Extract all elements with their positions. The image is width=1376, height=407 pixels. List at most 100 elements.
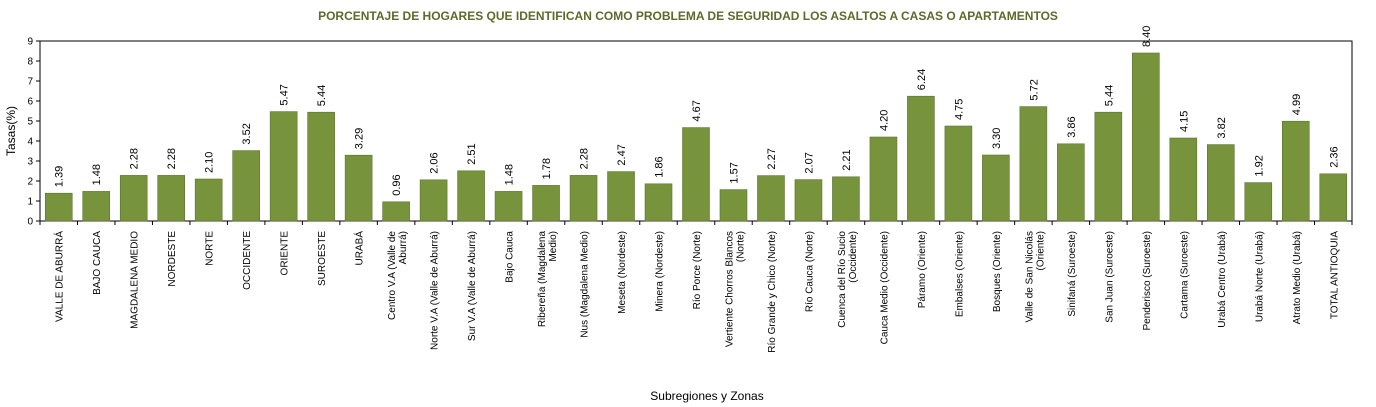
bar xyxy=(344,154,373,222)
data-label: 3.82 xyxy=(1216,117,1228,138)
category-label: NORTE xyxy=(205,231,216,266)
bar xyxy=(1132,52,1160,222)
bar xyxy=(757,175,785,222)
data-label: 1.48 xyxy=(504,164,516,185)
bar xyxy=(682,127,710,222)
bar xyxy=(307,111,335,222)
data-label: 2.06 xyxy=(429,152,441,173)
category-label: Cuenca del Río Sucio(Occidente) xyxy=(837,231,859,328)
bar xyxy=(644,183,673,222)
bar xyxy=(44,192,73,222)
category-label: ORIENTE xyxy=(280,231,291,276)
data-label: 1.86 xyxy=(654,156,666,177)
category-label: Minera (Nordeste) xyxy=(655,231,666,312)
bar xyxy=(494,191,523,222)
y-tick-label: 8 xyxy=(27,57,33,68)
category-label: Sur V.A (Valle de Aburrá) xyxy=(467,231,478,341)
data-label: 2.07 xyxy=(803,152,815,173)
data-label: 2.28 xyxy=(579,148,591,169)
data-label: 2.10 xyxy=(204,152,216,173)
bar xyxy=(1057,143,1085,222)
bar xyxy=(569,175,598,222)
chart-title: PORCENTAJE DE HOGARES QUE IDENTIFICAN CO… xyxy=(318,9,1058,23)
category-label: Atrato Medio (Urabá) xyxy=(1292,231,1303,324)
data-label: 5.44 xyxy=(1103,85,1115,106)
category-label: TOTAL ANTIOQUIA xyxy=(1329,231,1340,319)
data-label: 2.27 xyxy=(766,148,778,169)
category-label: Nus (Magdalena Medio) xyxy=(580,231,591,338)
data-label: 2.36 xyxy=(1328,146,1340,167)
data-label: 1.48 xyxy=(91,164,103,185)
bar xyxy=(832,176,860,222)
bar xyxy=(82,191,111,222)
category-label: BAJO CAUCA xyxy=(92,231,103,295)
category-label: Valle de San Nicolás(Oriente) xyxy=(1024,231,1046,323)
bar xyxy=(944,125,973,222)
bar xyxy=(269,111,298,222)
data-label: 3.52 xyxy=(241,123,253,144)
y-tick-label: 2 xyxy=(27,177,33,188)
y-tick-label: 4 xyxy=(27,137,33,148)
bar xyxy=(119,175,148,222)
category-label: Embalses (Oriente) xyxy=(954,231,965,317)
bar xyxy=(1019,106,1048,222)
category-label: NORDESTE xyxy=(167,231,178,287)
bar xyxy=(1319,173,1348,222)
bar xyxy=(1281,120,1310,222)
bar xyxy=(719,189,748,222)
data-label: 1.92 xyxy=(1253,155,1265,176)
bar xyxy=(532,185,560,222)
bar xyxy=(382,201,410,222)
y-tick-label: 0 xyxy=(27,217,33,228)
category-label: OCCIDENTE xyxy=(242,231,253,290)
category-label: Cauca Medio (Occidente) xyxy=(879,231,890,344)
bar xyxy=(1244,182,1273,222)
data-label: 4.20 xyxy=(878,110,890,131)
category-label: Bajo Cauca xyxy=(505,231,516,283)
category-label: VALLE DE ABURRÁ xyxy=(53,231,66,322)
y-tick-label: 3 xyxy=(27,157,33,168)
data-label: 2.47 xyxy=(616,144,628,165)
data-label: 4.15 xyxy=(1178,111,1190,132)
data-label: 5.72 xyxy=(1028,79,1040,100)
y-tick-label: 9 xyxy=(27,37,33,48)
data-label: 4.67 xyxy=(691,100,703,121)
category-label: Penderisco (Suroeste) xyxy=(1142,231,1153,331)
data-label: 1.39 xyxy=(54,166,66,187)
category-label: MAGDALENA MEDIO xyxy=(130,231,141,329)
x-axis-label: Subregiones y Zonas xyxy=(650,389,763,403)
bar xyxy=(794,179,823,222)
bar xyxy=(194,178,223,222)
y-tick-label: 1 xyxy=(27,197,33,208)
bar xyxy=(232,150,260,222)
bar xyxy=(1169,137,1198,222)
category-label: Bosques (Oriente) xyxy=(992,231,1003,312)
bar xyxy=(982,154,1010,222)
y-axis-label: Tasas(%) xyxy=(4,106,18,156)
data-label: 1.78 xyxy=(541,158,553,179)
bar xyxy=(869,136,898,222)
category-label: San Juan (Suroeste) xyxy=(1104,231,1115,323)
bar xyxy=(419,179,448,222)
y-tick-label: 5 xyxy=(27,117,33,128)
data-label: 5.44 xyxy=(316,85,328,106)
category-label: Río Cauca (Norte) xyxy=(804,231,815,312)
bar xyxy=(457,170,485,222)
category-label: Cartama (Suroeste) xyxy=(1179,231,1190,319)
data-label: 3.86 xyxy=(1066,116,1078,137)
category-label: Ribereña (MagdalenaMedio) xyxy=(537,231,559,328)
bar xyxy=(607,171,635,222)
data-label: 6.24 xyxy=(916,69,928,90)
data-label: 3.30 xyxy=(991,128,1003,149)
data-label: 3.29 xyxy=(354,128,366,149)
data-label: 2.21 xyxy=(841,149,853,170)
category-label: SUROESTE xyxy=(317,231,328,286)
category-label: Río Grande y Chico (Norte) xyxy=(767,231,778,353)
category-label: Urabá Centro (Urabá) xyxy=(1217,231,1228,328)
category-label: Urabá Norte (Urabá) xyxy=(1254,231,1265,322)
y-tick-label: 7 xyxy=(27,77,33,88)
category-label: Páramo (Oriente) xyxy=(917,231,928,308)
data-label: 4.75 xyxy=(953,99,965,120)
